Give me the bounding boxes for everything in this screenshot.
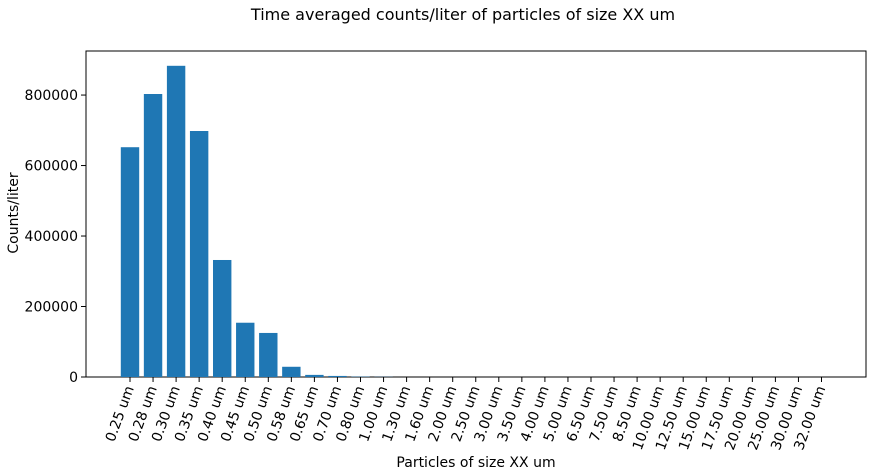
y-axis-label: Counts/liter	[6, 172, 22, 253]
y-tick-label: 800000	[25, 88, 78, 104]
y-tick-label: 200000	[25, 300, 78, 316]
bar-0-50-um	[259, 332, 278, 377]
bar-0-30-um	[166, 65, 186, 378]
y-tick-label: 600000	[25, 159, 78, 175]
bar-0-45-um	[236, 322, 255, 377]
bar-0-70-um	[328, 375, 347, 377]
bar-0-58-um	[282, 366, 301, 377]
bar-0-35-um	[189, 131, 209, 377]
x-axis-label: Particles of size XX um	[396, 455, 555, 471]
chart-title: Time averaged counts/liter of particles …	[250, 5, 675, 24]
y-axis-ticks: 0 200000 400000 600000 800000	[25, 88, 86, 386]
bar-0-25-um	[120, 147, 140, 377]
x-axis-ticks: 0.25 um0.28 um0.30 um0.35 um0.40 um0.45 …	[103, 377, 829, 452]
y-tick-label: 400000	[25, 229, 78, 245]
bar-0-40-um	[213, 259, 232, 377]
y-tick-label: 0	[69, 370, 78, 386]
bar-0-65-um	[305, 374, 324, 377]
bar-0-28-um	[143, 94, 163, 377]
bars-group	[120, 65, 393, 378]
